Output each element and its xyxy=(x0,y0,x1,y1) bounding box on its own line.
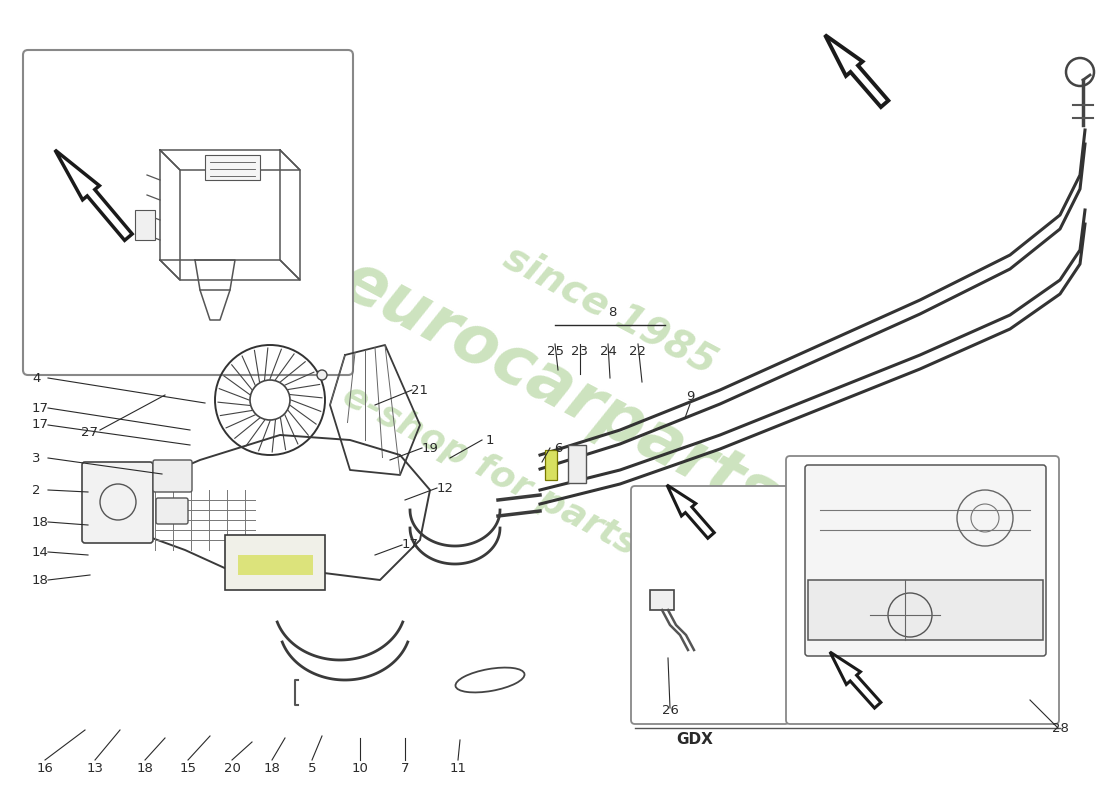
Text: 24: 24 xyxy=(600,345,616,358)
Text: 28: 28 xyxy=(1052,722,1068,734)
Text: 15: 15 xyxy=(179,762,197,775)
Bar xyxy=(205,155,260,180)
Text: 18: 18 xyxy=(136,762,153,775)
Polygon shape xyxy=(667,485,714,538)
Polygon shape xyxy=(830,652,881,708)
Text: e-shop for parts: e-shop for parts xyxy=(338,378,642,562)
Text: 12: 12 xyxy=(437,482,453,494)
Bar xyxy=(650,590,674,610)
Text: 4: 4 xyxy=(32,371,41,385)
Text: 8: 8 xyxy=(608,306,616,319)
FancyBboxPatch shape xyxy=(631,486,789,724)
Bar xyxy=(226,535,324,590)
Text: 18: 18 xyxy=(32,574,48,586)
Text: 27: 27 xyxy=(81,426,99,438)
Text: 17: 17 xyxy=(32,402,50,414)
Text: 10: 10 xyxy=(352,762,368,775)
Text: 18: 18 xyxy=(32,515,48,529)
Bar xyxy=(808,580,1043,640)
Polygon shape xyxy=(55,150,132,240)
Bar xyxy=(544,450,557,480)
FancyBboxPatch shape xyxy=(23,50,353,375)
Text: 13: 13 xyxy=(87,762,103,775)
FancyBboxPatch shape xyxy=(153,460,192,492)
FancyBboxPatch shape xyxy=(805,465,1046,656)
Circle shape xyxy=(317,370,327,380)
Text: 26: 26 xyxy=(661,703,679,717)
Text: 3: 3 xyxy=(32,451,41,465)
FancyBboxPatch shape xyxy=(156,498,188,524)
Bar xyxy=(135,210,155,240)
FancyBboxPatch shape xyxy=(82,462,153,543)
Text: since 1985: since 1985 xyxy=(497,238,723,382)
Text: 14: 14 xyxy=(32,546,48,558)
Text: 6: 6 xyxy=(553,442,562,454)
Text: 1: 1 xyxy=(486,434,494,446)
Text: 11: 11 xyxy=(450,762,466,775)
Text: 22: 22 xyxy=(629,345,647,358)
Text: 19: 19 xyxy=(421,442,439,454)
Text: 23: 23 xyxy=(572,345,588,358)
Text: 17: 17 xyxy=(32,418,50,431)
Text: 18: 18 xyxy=(264,762,280,775)
Text: 16: 16 xyxy=(36,762,54,775)
Polygon shape xyxy=(825,35,889,107)
FancyBboxPatch shape xyxy=(786,456,1059,724)
Text: 25: 25 xyxy=(547,345,563,358)
Text: 7: 7 xyxy=(400,762,409,775)
Text: 17: 17 xyxy=(402,538,418,551)
Text: GDX: GDX xyxy=(676,732,714,747)
Text: 5: 5 xyxy=(308,762,317,775)
Text: 9: 9 xyxy=(685,390,694,403)
Text: 20: 20 xyxy=(223,762,241,775)
Bar xyxy=(238,555,314,575)
Text: 21: 21 xyxy=(411,383,429,397)
Text: eurocarparts: eurocarparts xyxy=(330,247,790,533)
Bar xyxy=(568,445,586,483)
Text: 2: 2 xyxy=(32,483,41,497)
